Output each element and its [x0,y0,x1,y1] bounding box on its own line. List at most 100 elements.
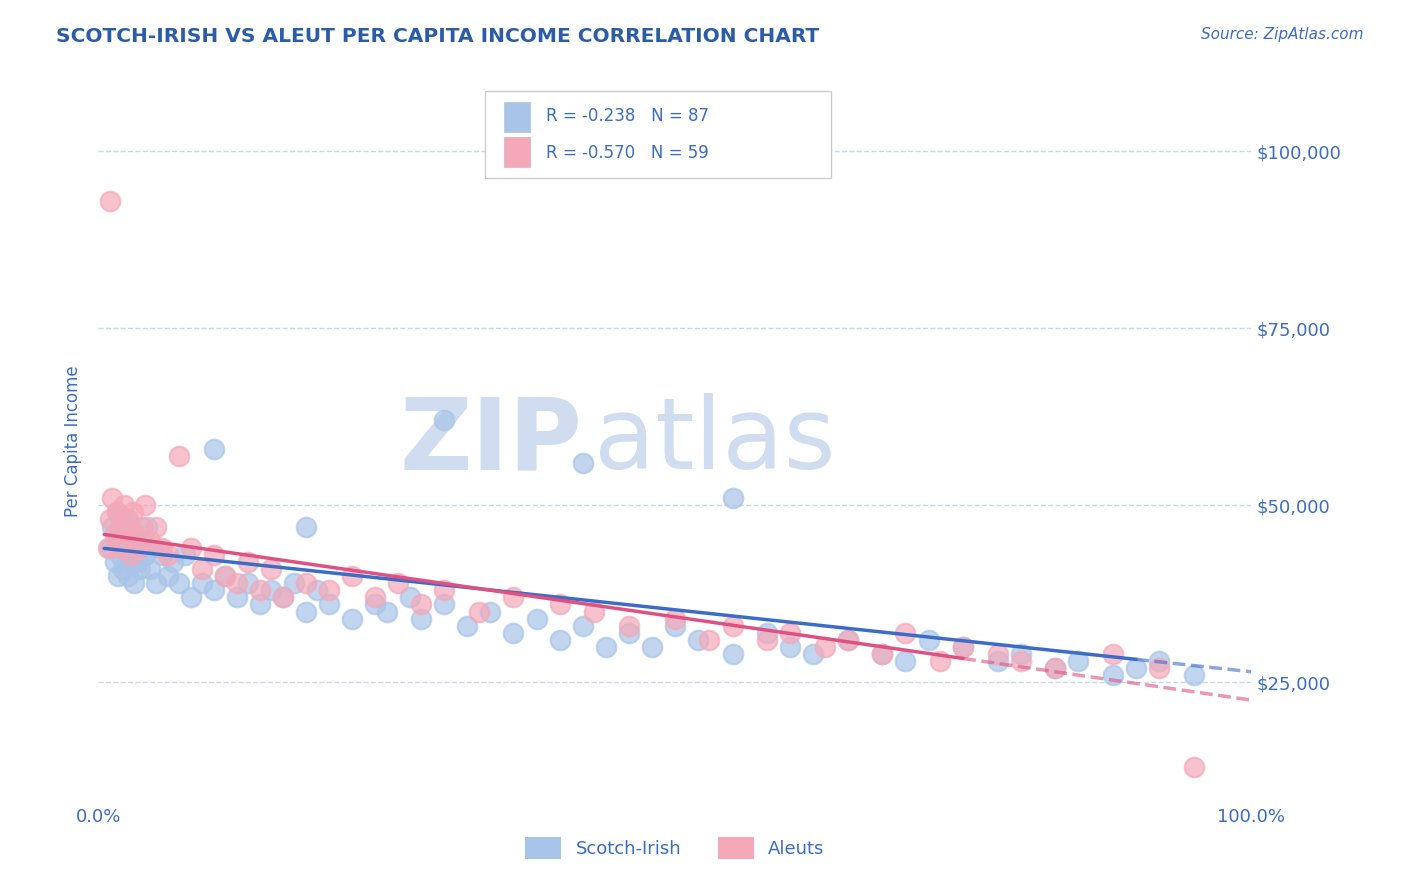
Point [122,555,145,569]
Point [260,562,283,576]
Point [134,548,156,562]
Point [837,632,859,647]
Point [191,576,214,591]
Point [156,548,179,562]
Point [124,526,146,541]
Point [135,519,157,533]
Point [98,541,121,555]
Text: SCOTCH-IRISH VS ALEUT PER CAPITA INCOME CORRELATION CHART: SCOTCH-IRISH VS ALEUT PER CAPITA INCOME … [56,27,820,45]
Point [721,618,744,632]
Point [801,647,824,661]
Point [167,576,190,591]
Point [721,491,744,506]
Point [108,526,131,541]
Point [112,541,135,555]
Text: atlas: atlas [595,393,835,490]
Point [156,569,179,583]
Legend: Scotch-Irish, Aleuts: Scotch-Irish, Aleuts [517,830,832,866]
Point [112,498,135,512]
Point [131,533,153,548]
Point [142,541,165,555]
Point [110,519,132,533]
Point [1147,661,1170,675]
Point [105,505,128,519]
Point [664,618,686,632]
Point [202,583,225,598]
Text: ZIP: ZIP [399,393,582,490]
Point [128,541,150,555]
Point [398,591,420,605]
Point [1045,661,1067,675]
Point [162,555,184,569]
Point [111,562,134,576]
Point [107,569,129,583]
Point [122,505,145,519]
Y-axis label: Per Capita Income: Per Capita Income [65,366,83,517]
Point [249,598,271,612]
Point [929,654,952,668]
Point [617,625,640,640]
Point [101,491,124,506]
Point [502,591,524,605]
Point [103,526,125,541]
Point [180,541,202,555]
Point [150,548,173,562]
Point [283,576,305,591]
Point [110,512,132,526]
Point [814,640,837,654]
Point [122,576,145,591]
Point [98,194,121,208]
Point [872,647,894,661]
Point [238,555,260,569]
Point [118,548,141,562]
Text: R = -0.238   N = 87: R = -0.238 N = 87 [546,107,709,126]
Point [548,632,571,647]
Point [837,632,859,647]
Point [340,569,363,583]
Point [987,647,1010,661]
Point [456,618,478,632]
Point [595,640,617,654]
Point [411,598,433,612]
Point [571,618,593,632]
Point [295,519,318,533]
Point [98,512,121,526]
Point [238,576,260,591]
Point [468,605,491,619]
Point [120,526,142,541]
FancyBboxPatch shape [485,91,831,178]
Point [894,654,917,668]
Point [502,625,524,640]
Point [104,533,127,548]
Point [124,533,146,548]
Point [114,519,136,533]
Point [721,647,744,661]
Point [411,612,433,626]
Point [97,541,120,555]
Point [1182,760,1205,774]
Point [479,605,502,619]
Point [191,562,214,576]
Point [145,576,167,591]
Point [202,442,225,456]
Point [260,583,283,598]
Point [756,625,779,640]
Point [121,541,143,555]
Point [249,583,271,598]
Point [180,591,202,605]
Point [686,632,709,647]
Point [127,555,149,569]
Point [145,519,167,533]
Point [150,541,173,555]
Point [120,548,142,562]
Point [1010,654,1032,668]
Point [110,548,132,562]
Text: Source: ZipAtlas.com: Source: ZipAtlas.com [1201,27,1364,42]
Point [129,562,152,576]
Point [364,591,387,605]
Point [214,569,236,583]
Point [364,598,387,612]
Point [139,562,162,576]
Point [952,640,974,654]
Point [433,413,456,427]
